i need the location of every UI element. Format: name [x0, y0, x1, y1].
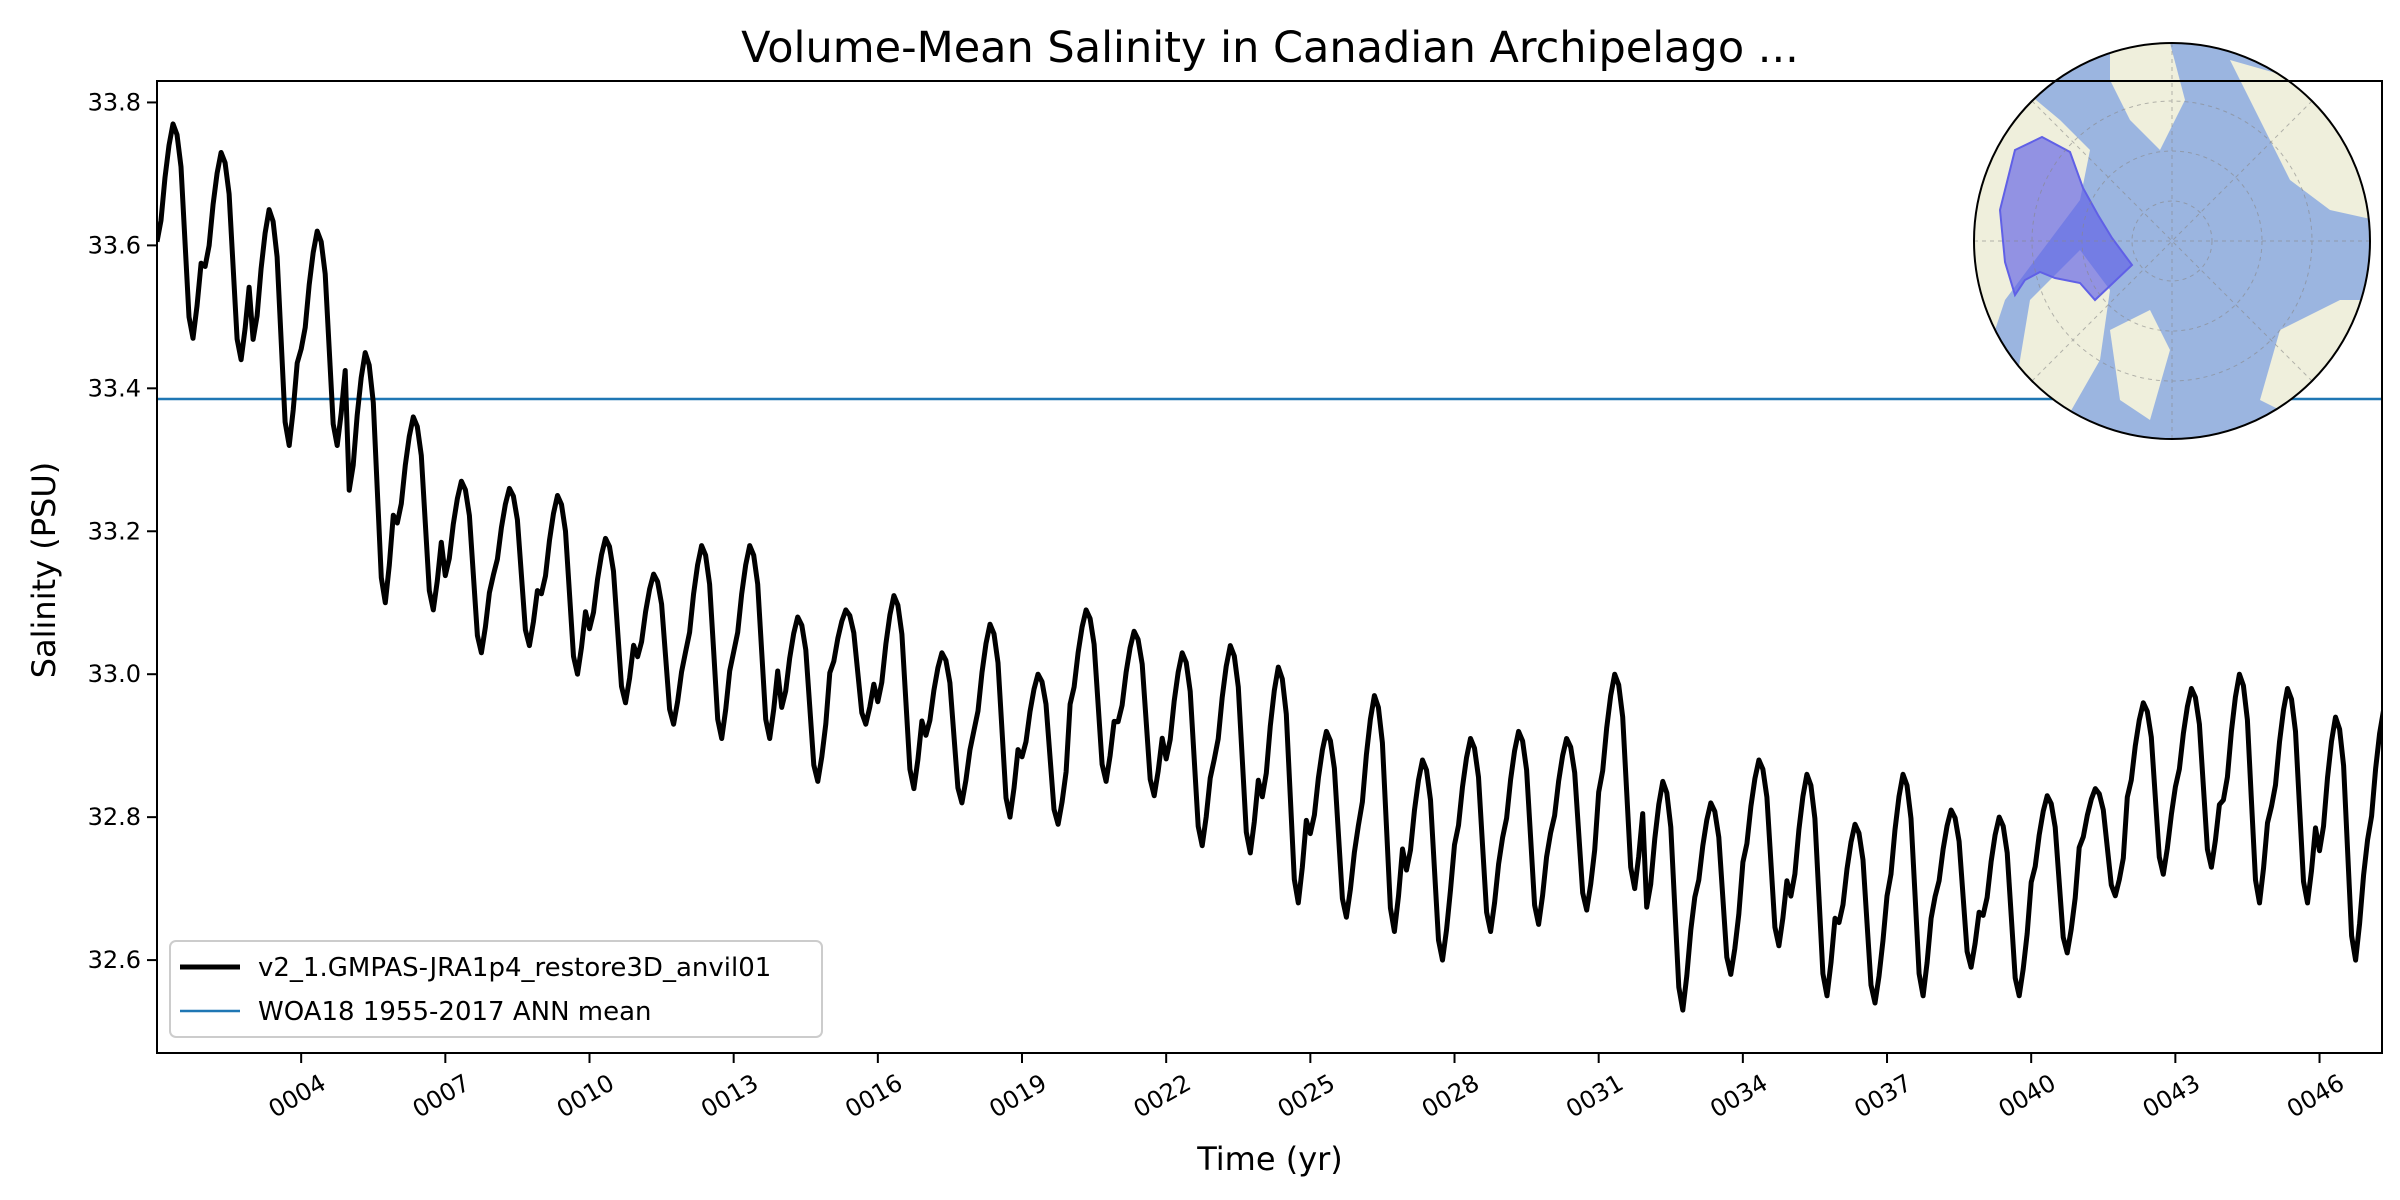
map-graticule: [1974, 43, 2370, 439]
x-tick-label: 0031: [1561, 1069, 1628, 1124]
y-axis-label: Salinity (PSU): [25, 462, 63, 679]
x-tick-label: 0010: [552, 1069, 619, 1124]
y-axis-ticks: 32.6 32.8 33.0 33.2 33.4 33.6 33.8: [88, 88, 157, 974]
y-tick-label: 33.4: [88, 374, 141, 402]
y-tick-label: 33.2: [88, 517, 141, 545]
x-tick-label: 0028: [1417, 1069, 1484, 1124]
x-tick-label: 0037: [1850, 1069, 1917, 1124]
map-land-scandinavia: [2110, 310, 2170, 420]
x-tick-label: 0043: [2138, 1069, 2205, 1124]
y-tick-label: 33.8: [88, 88, 141, 116]
y-tick-label: 32.8: [88, 803, 141, 831]
x-tick-label: 0004: [264, 1069, 331, 1124]
inset-polar-map: [1973, 42, 2371, 440]
x-axis-ticks: 0004 0007 0010 0013 0016 0019 0022 0025 0028 0031…: [264, 1053, 2349, 1123]
map-boundary: [1973, 42, 2371, 440]
map-region-canadian-archipelago: [1998, 135, 2134, 302]
x-tick-label: 0040: [1994, 1069, 2061, 1124]
x-tick-label: 0007: [408, 1069, 475, 1124]
x-axis-label: Time (yr): [1196, 1140, 1343, 1178]
plot-frame: [156, 80, 2383, 1054]
y-tick-label: 33.0: [88, 660, 141, 688]
x-tick-label: 0022: [1129, 1069, 1196, 1124]
y-tick-label: 33.6: [88, 231, 141, 259]
legend: v2_1.GMPAS-JRA1p4_restore3D_anvil01 WOA1…: [169, 940, 823, 1038]
legend-label-woa18: WOA18 1955-2017 ANN mean: [258, 997, 652, 1027]
x-tick-label: 0025: [1273, 1069, 1340, 1124]
series-line-model-salinity: [157, 121, 2382, 1013]
plot-series-layer: [157, 121, 2382, 1013]
legend-box: [169, 940, 823, 1038]
x-tick-label: 0019: [985, 1069, 1052, 1124]
legend-label-model: v2_1.GMPAS-JRA1p4_restore3D_anvil01: [258, 953, 771, 983]
x-tick-label: 0016: [840, 1069, 907, 1124]
x-tick-label: 0034: [1705, 1069, 1772, 1124]
x-tick-label: 0013: [696, 1069, 763, 1124]
chart-title: Volume-Mean Salinity in Canadian Archipe…: [741, 23, 1799, 73]
y-tick-label: 32.6: [88, 946, 141, 974]
map-land-siberia: [2230, 60, 2370, 220]
map-land-greenland: [2110, 43, 2185, 150]
x-tick-label: 0046: [2282, 1069, 2349, 1124]
